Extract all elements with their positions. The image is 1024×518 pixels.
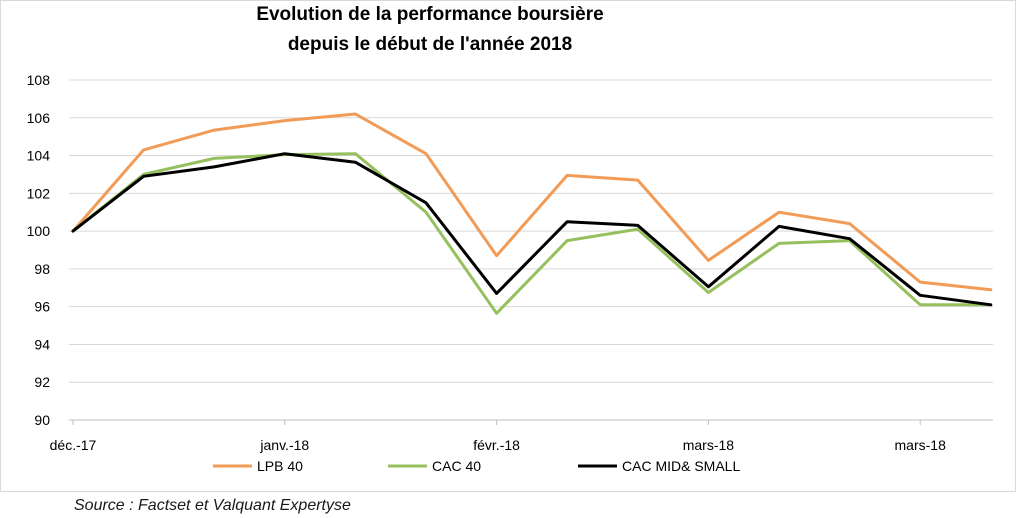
chart-title-line-2: depuis le début de l'année 2018 — [287, 34, 573, 55]
line-chart: 90 92 94 96 98 100 102 104 106 108 déc.-17 janv.-18… — [27, 72, 993, 474]
x-tick-label-0: déc.-17 — [50, 437, 97, 453]
legend-label-lpb-40: LPB 40 — [257, 458, 303, 474]
y-tick-label-106: 106 — [27, 110, 51, 126]
y-tick-label-94: 94 — [34, 336, 50, 352]
chart-frame — [0, 0, 1016, 492]
y-tick-label-100: 100 — [27, 223, 51, 239]
legend-label-cac-mid-small: CAC MID& SMALL — [622, 458, 740, 474]
y-tick-label-104: 104 — [27, 148, 51, 164]
y-tick-label-102: 102 — [27, 185, 51, 201]
x-tick-label-3: mars-18 — [683, 437, 735, 453]
x-tick-label-2: févr.-18 — [473, 437, 520, 453]
source-note: Source : Factset et Valquant Expertyse — [74, 497, 351, 514]
x-tick-label-1: janv.-18 — [259, 437, 309, 453]
series-line-cac-mid-small — [71, 152, 993, 307]
x-tick-label-4: mars-18 — [895, 437, 947, 453]
y-tick-label-98: 98 — [34, 261, 50, 277]
y-tick-label-92: 92 — [34, 374, 50, 390]
series-line-lpb-40 — [71, 112, 993, 292]
legend-label-cac-40: CAC 40 — [432, 458, 481, 474]
chart-title-line-1: Evolution de la performance boursière — [256, 4, 604, 25]
y-tick-label-96: 96 — [34, 299, 50, 315]
series-line-cac-40 — [71, 152, 993, 315]
y-tick-label-90: 90 — [34, 412, 50, 428]
y-tick-label-108: 108 — [27, 72, 51, 88]
chart-title: Evolution de la performance boursière de… — [0, 0, 860, 60]
